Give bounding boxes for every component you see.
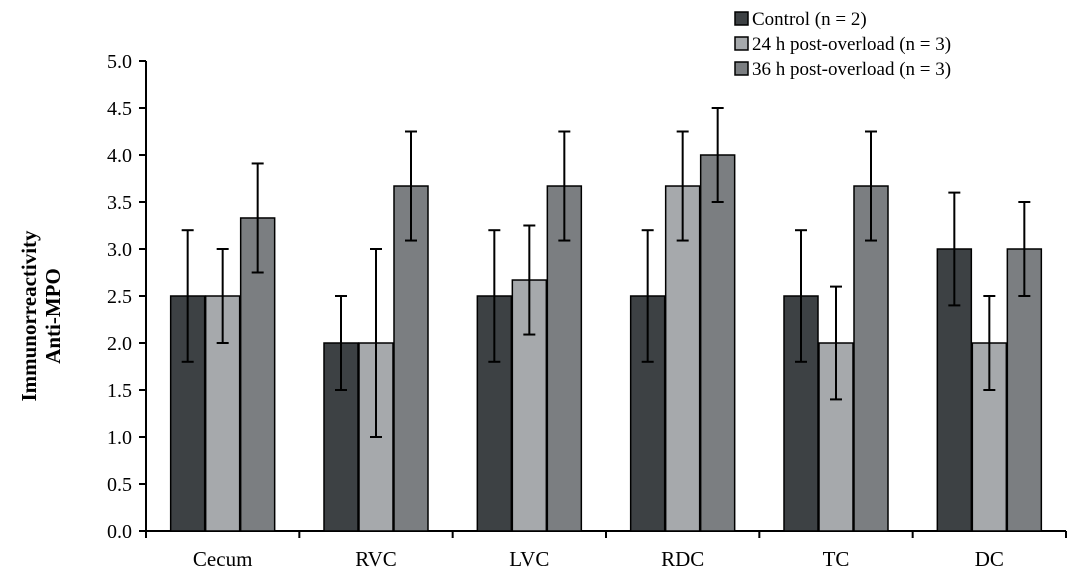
y-tick-label: 4.0 <box>107 145 132 167</box>
x-axis: Cecum RVC LVC RDC TC DC <box>145 530 1067 571</box>
y-axis-title-line: Immunorreactivity <box>17 230 41 402</box>
x-tick-label: DC <box>975 547 1004 571</box>
bar <box>546 185 583 532</box>
legend-label: Control (n = 2) <box>752 9 867 30</box>
y-axis-label: ImmunorreactivityAnti-MPO <box>17 230 65 402</box>
x-tick-label: RDC <box>661 547 704 571</box>
y-tick-label: 2.5 <box>107 286 132 308</box>
y-tick-label: 0.0 <box>107 521 132 543</box>
y-tick-label: 1.5 <box>107 380 132 402</box>
y-tick-label: 3.0 <box>107 239 132 261</box>
x-tick-label: Cecum <box>193 547 252 571</box>
y-tick-label: 3.5 <box>107 192 132 214</box>
bar <box>853 185 889 532</box>
legend-swatch <box>734 11 749 26</box>
legend-label: 24 h post-overload (n = 3) <box>752 34 951 55</box>
legend-swatch <box>734 36 749 51</box>
bar <box>664 185 701 532</box>
y-tick-label: 1.0 <box>107 427 132 449</box>
legend: Control (n = 2) 24 h post-overload (n = 3… <box>734 9 951 80</box>
y-tick-label: 0.5 <box>107 474 132 496</box>
bar <box>393 185 429 532</box>
bar <box>323 342 359 532</box>
x-tick-label: LVC <box>509 547 549 571</box>
y-axis: 0.0 0.5 1.0 1.5 2.0 2.5 3.0 3.5 4.0 4.5 5.0 <box>107 51 147 543</box>
y-tick-label: 2.0 <box>107 333 132 355</box>
error-bars <box>181 107 1031 438</box>
x-tick-label: TC <box>823 547 850 571</box>
x-tick-label: RVC <box>355 547 397 571</box>
y-tick-label: 4.5 <box>107 98 132 120</box>
y-axis-title-line: Anti-MPO <box>41 268 65 364</box>
bars <box>169 154 1043 532</box>
legend-label: 36 h post-overload (n = 3) <box>752 59 951 80</box>
y-tick-label: 5.0 <box>107 51 132 73</box>
legend-swatch <box>734 61 749 76</box>
y-axis-title: ImmunorreactivityAnti-MPO <box>17 230 65 402</box>
bar <box>699 154 736 532</box>
